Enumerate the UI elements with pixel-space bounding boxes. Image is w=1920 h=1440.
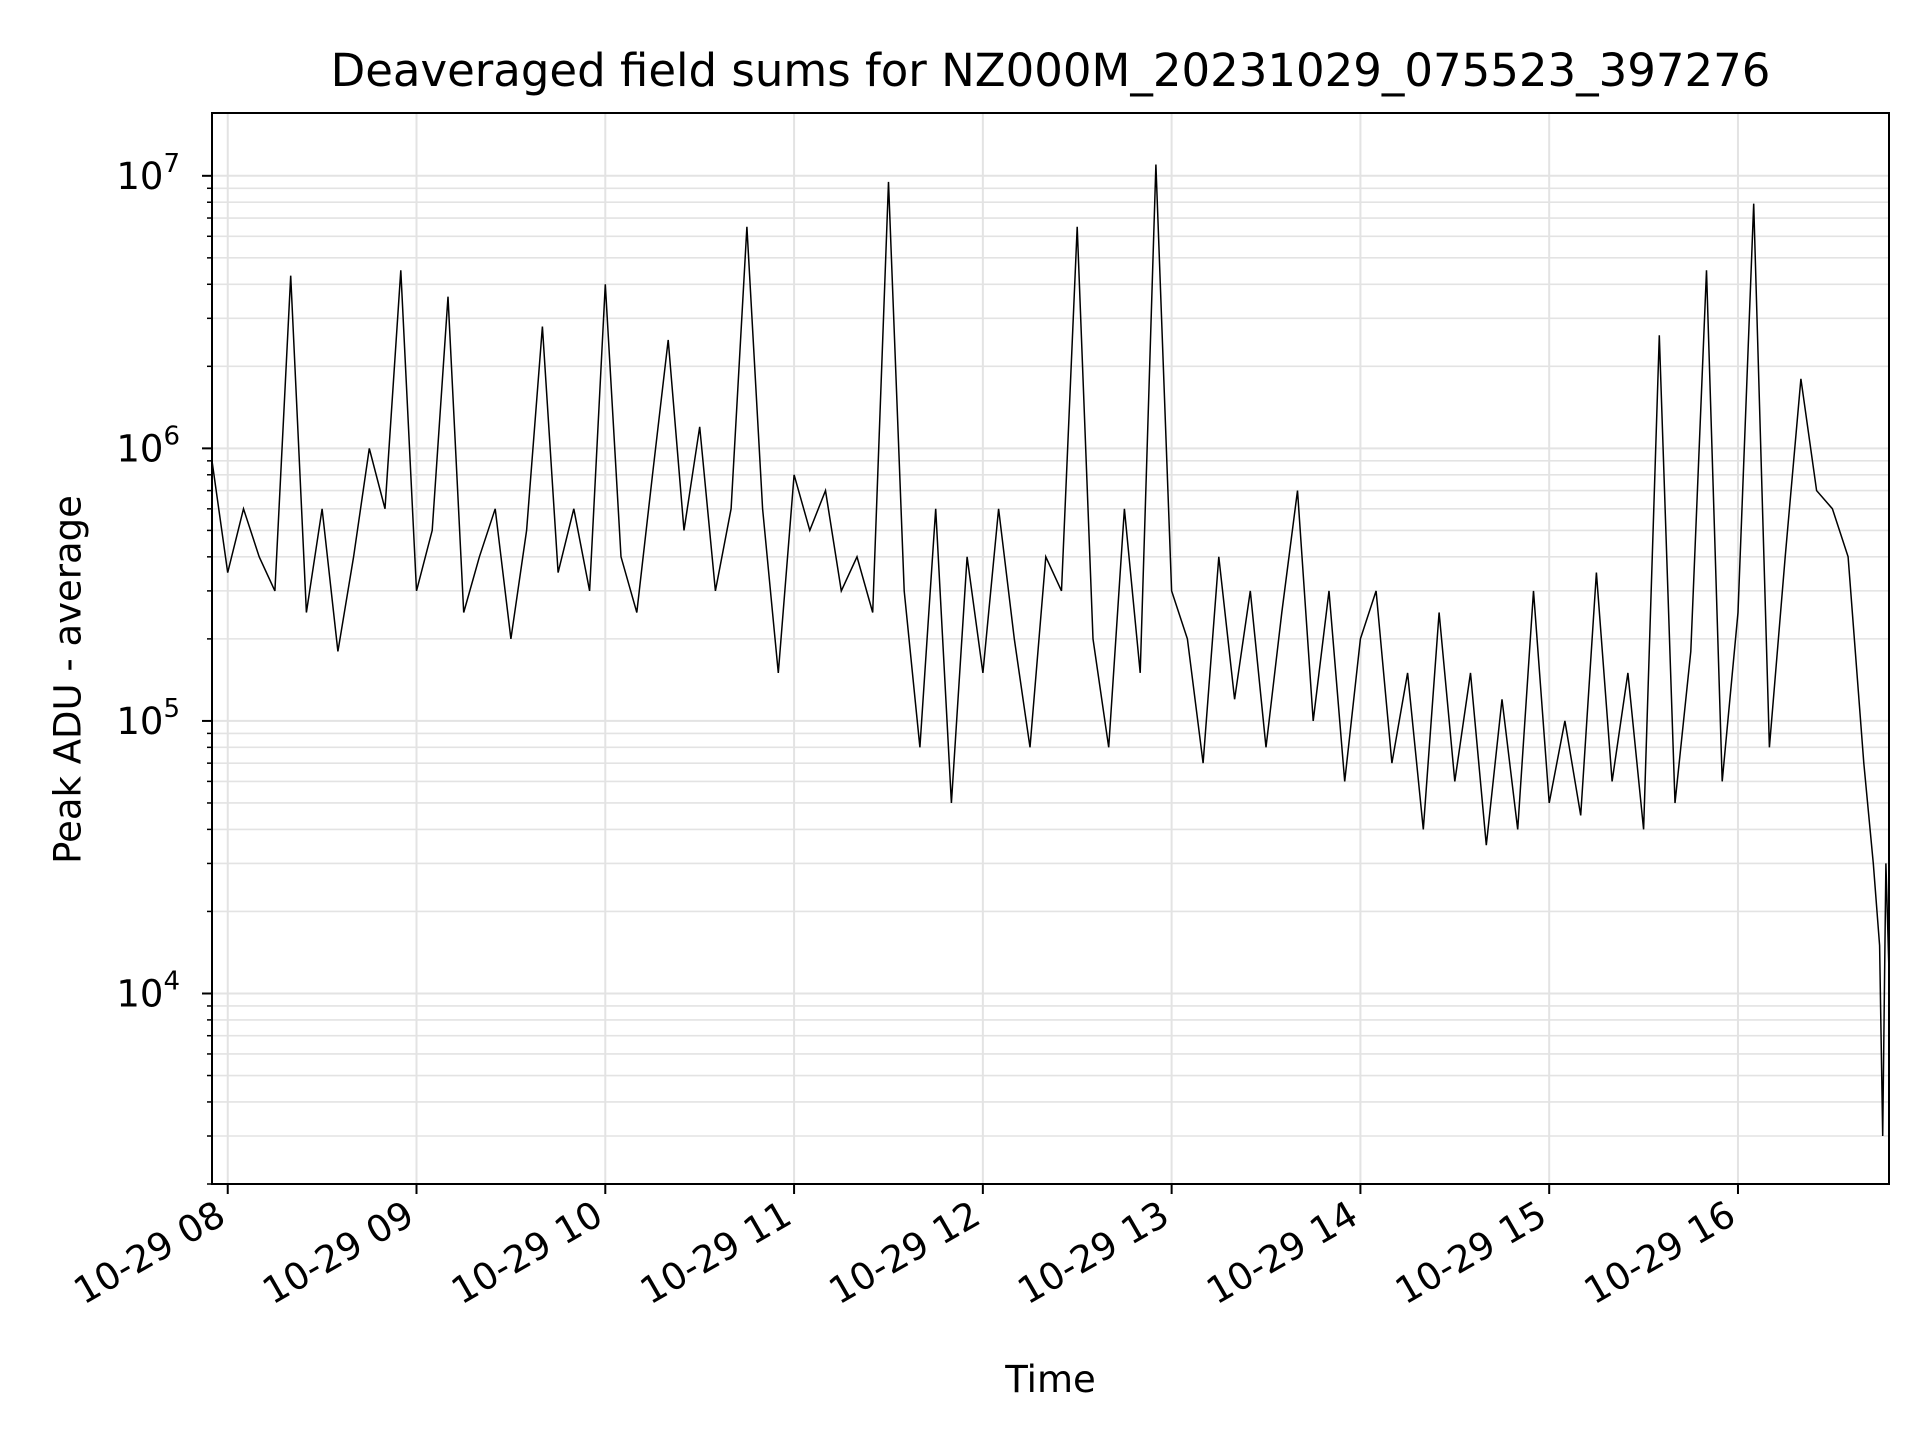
x-tick-label: 10-29 13: [1011, 1193, 1177, 1313]
plot-frame: [211, 112, 1890, 1185]
y-tick-exponent: 4: [163, 966, 180, 996]
y-tick-base: 10: [116, 700, 163, 743]
x-tick-label: 10-29 08: [67, 1193, 233, 1313]
x-tick-label: 10-29 16: [1577, 1193, 1743, 1313]
x-tick-layer: 10-29 08 10-29 09 10-29 10 10-29 11 10-29 12…: [67, 1184, 1743, 1313]
y-tick-label: 105: [116, 694, 180, 743]
x-tick-label: 10-29 14: [1199, 1193, 1365, 1313]
y-tick-exponent: 6: [163, 421, 180, 451]
series-layer: [211, 164, 1890, 1137]
x-tick-label: 10-29 12: [822, 1193, 988, 1313]
y-tick-base: 10: [116, 155, 163, 198]
y-tick-label: 104: [116, 966, 180, 1015]
y-tick-base: 10: [116, 972, 163, 1015]
x-tick-label: 10-29 11: [633, 1193, 799, 1313]
y-tick-exponent: 5: [163, 694, 180, 724]
x-tick-label: 10-29 09: [255, 1193, 421, 1313]
y-tick-exponent: 7: [163, 149, 180, 179]
x-tick-label: 10-29 15: [1388, 1193, 1554, 1313]
x-tick-label: 10-29 10: [444, 1193, 610, 1313]
series-line: [211, 164, 1890, 1137]
grid-layer: [212, 113, 1889, 1185]
y-tick-label: 106: [116, 421, 180, 470]
chart-title: Deaveraged field sums for NZ000M_2023102…: [330, 44, 1771, 97]
y-tick-base: 10: [116, 427, 163, 470]
y-tick-label: 107: [116, 149, 180, 198]
x-axis-label: Time: [1005, 1358, 1096, 1401]
